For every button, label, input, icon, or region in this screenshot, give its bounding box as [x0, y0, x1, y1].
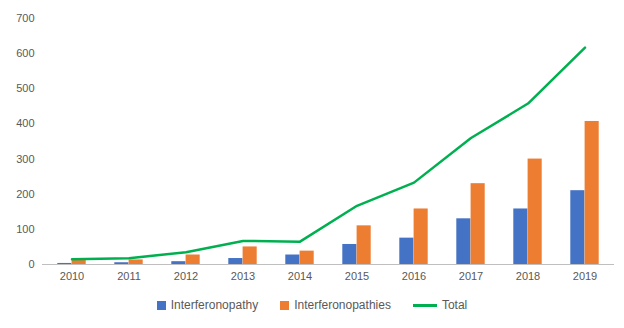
- svg-text:2018: 2018: [516, 270, 540, 282]
- html-text:Interferonopathy: Interferonopathy: [170, 298, 259, 312]
- svg-text:2016: 2016: [402, 270, 426, 282]
- svg-text:2013: 2013: [231, 270, 255, 282]
- svg-text:100: 100: [16, 223, 34, 235]
- svg-text:2015: 2015: [345, 270, 369, 282]
- svg-text:2012: 2012: [174, 270, 198, 282]
- svg-text:600: 600: [16, 47, 34, 59]
- svg-text:400: 400: [16, 117, 34, 129]
- svg-text:2014: 2014: [288, 270, 312, 282]
- svg-text:2010: 2010: [60, 270, 84, 282]
- html-text:Interferonopathies: Interferonopathies: [294, 298, 391, 312]
- html-text:Total: Total: [441, 298, 468, 312]
- svg-text:300: 300: [16, 153, 34, 165]
- svg-text:0: 0: [28, 258, 34, 270]
- svg-text:2011: 2011: [117, 270, 141, 282]
- svg-text:700: 700: [16, 12, 34, 24]
- svg-text:500: 500: [16, 82, 34, 94]
- svg-text:200: 200: [16, 188, 34, 200]
- svg-text:2019: 2019: [573, 270, 597, 282]
- svg-text:2017: 2017: [459, 270, 483, 282]
